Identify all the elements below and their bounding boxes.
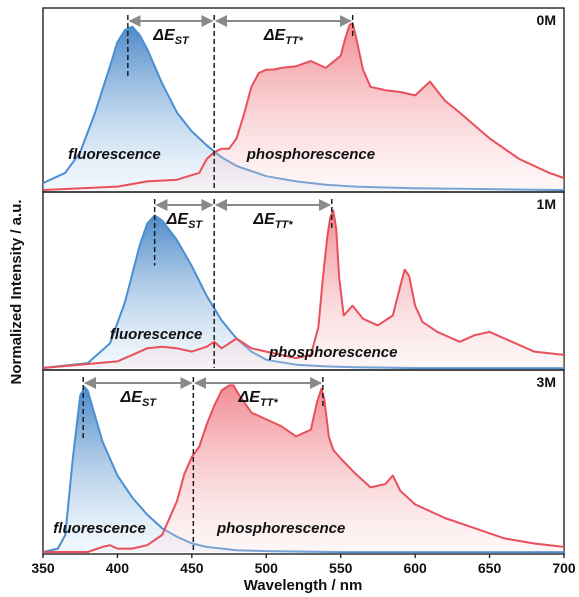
panel-label: 0M — [537, 12, 556, 28]
fluorescence-area — [43, 387, 564, 552]
delta-st-label: ΔEST — [120, 389, 158, 409]
phosphorescence-line — [42, 209, 565, 369]
phosphorescence-label: phosphorescence — [246, 146, 375, 163]
panel-label: 3M — [537, 374, 556, 390]
panel-1M: 1M ΔEST ΔETT* fluorescence phosphorescence — [42, 191, 565, 371]
delta-st-label: ΔEST — [166, 211, 204, 231]
x-tick-label: 500 — [255, 560, 279, 576]
x-tick-label: 450 — [180, 560, 204, 576]
x-axis-label: Wavelength / nm — [244, 577, 363, 594]
y-axis-label: Normalized Intensity / a.u. — [8, 199, 25, 384]
delta-tt-label: ΔETT* — [252, 211, 293, 231]
phosphorescence-area — [43, 23, 564, 191]
phosphorescence-line — [42, 22, 565, 191]
phosphorescence-line — [43, 384, 565, 553]
panel-frame — [42, 369, 565, 555]
delta-tt-label: ΔETT* — [238, 389, 279, 409]
panel-0M: 0M ΔEST ΔETT* fluorescence phosphorescence — [42, 7, 565, 193]
fluorescence-label: fluorescence — [68, 146, 161, 163]
fluorescence-area — [43, 26, 564, 190]
x-tick-label: 600 — [403, 560, 427, 576]
phosphorescence-label: phosphorescence — [268, 344, 397, 361]
x-tick-label: 350 — [31, 560, 55, 576]
x-tick-label: 400 — [106, 560, 130, 576]
panel-label: 1M — [537, 196, 556, 212]
x-tick-label: 700 — [552, 560, 576, 576]
phosphorescence-label: phosphorescence — [216, 520, 345, 537]
x-tick-label: 650 — [478, 560, 502, 576]
fluorescence-area — [43, 215, 564, 368]
fluorescence-label: fluorescence — [53, 520, 146, 537]
delta-tt-label: ΔETT* — [263, 27, 304, 47]
phosphorescence-area — [43, 210, 564, 368]
x-tick-label: 550 — [329, 560, 353, 576]
x-axis: 350 400 450 500 550 600 650 700 — [31, 554, 576, 576]
delta-st-label: ΔEST — [152, 27, 190, 47]
fluorescence-label: fluorescence — [110, 326, 203, 343]
panel-3M: 3M ΔEST ΔETT* fluorescence phosphorescence — [42, 369, 565, 555]
